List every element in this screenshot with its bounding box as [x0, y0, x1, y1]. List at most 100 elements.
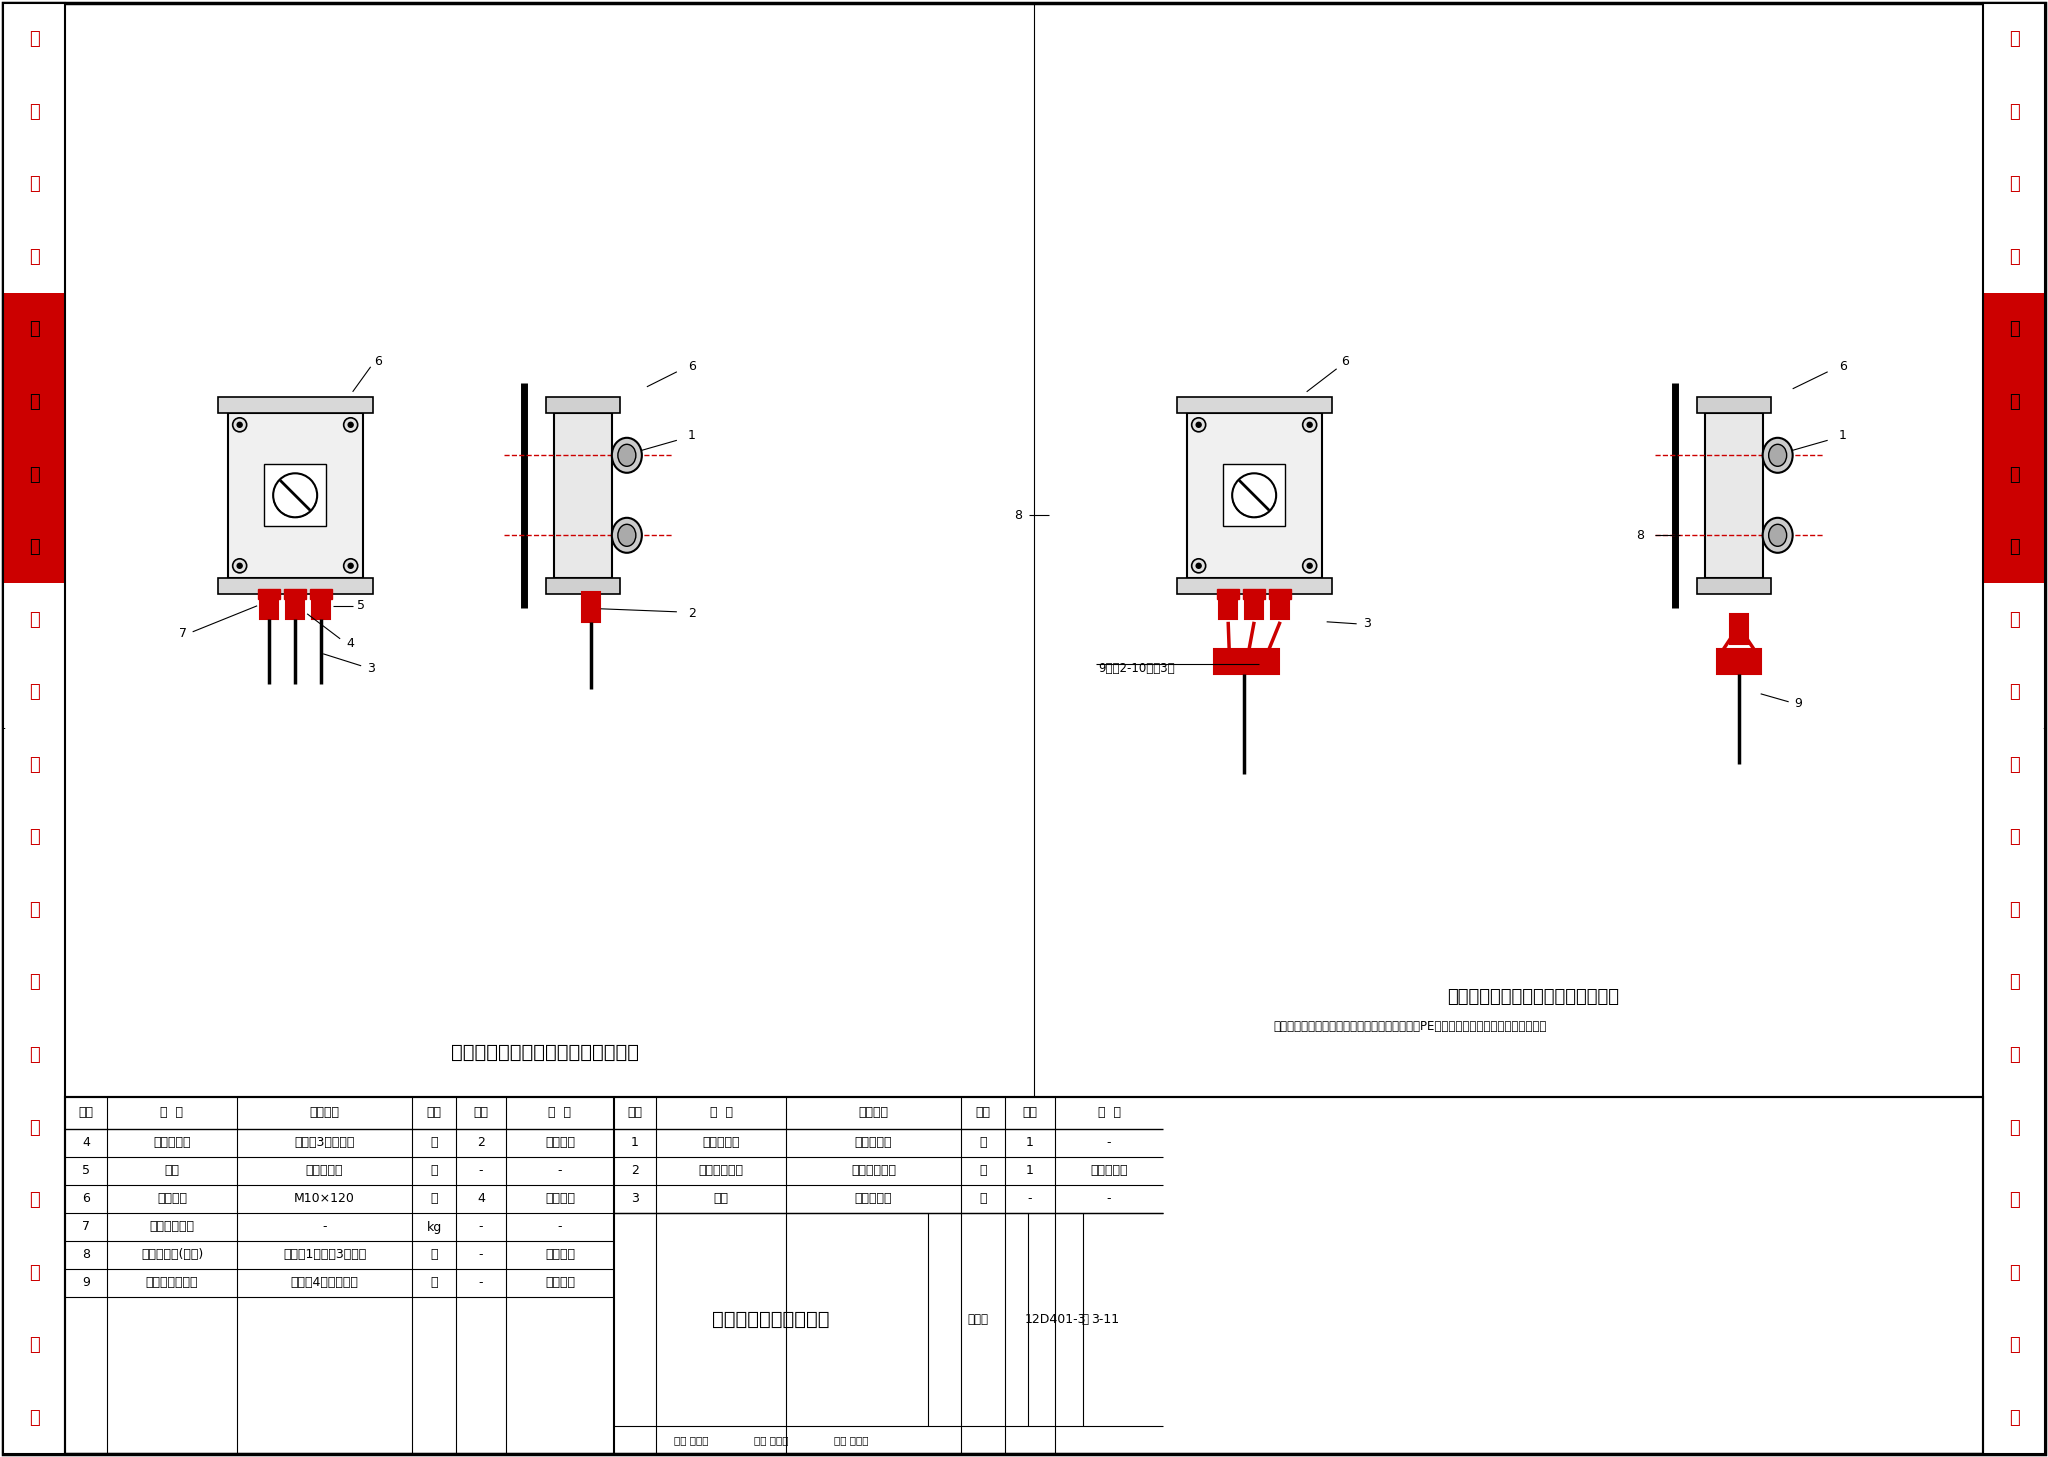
Text: 电: 电 — [2009, 973, 2019, 991]
Bar — [1982, 1018, 2046, 1091]
Ellipse shape — [1763, 437, 1792, 474]
Text: 技: 技 — [2009, 1190, 2019, 1209]
Bar — [1731, 613, 1747, 644]
Text: 9: 9 — [1794, 698, 1802, 711]
Text: 市售成品: 市售成品 — [545, 1136, 575, 1150]
Bar — [1696, 578, 1772, 594]
Text: 1: 1 — [688, 428, 696, 441]
Text: 2: 2 — [477, 1136, 485, 1150]
Circle shape — [344, 418, 358, 431]
Text: 5: 5 — [82, 1164, 90, 1177]
Text: 断路器配套: 断路器配套 — [1090, 1164, 1128, 1177]
Text: 防爆活接头(内外): 防爆活接头(内外) — [141, 1249, 203, 1262]
Text: -: - — [1106, 1136, 1112, 1150]
Bar — [553, 412, 612, 578]
Bar — [1270, 589, 1290, 599]
Bar — [2, 656, 66, 728]
Bar — [1982, 656, 2046, 728]
Bar — [1272, 590, 1288, 619]
Text: 料: 料 — [29, 1409, 39, 1426]
Bar — [1982, 511, 2046, 583]
Text: 离: 离 — [29, 103, 39, 121]
Bar — [1696, 396, 1772, 412]
Text: 1: 1 — [1026, 1136, 1034, 1150]
Bar — [1178, 396, 1331, 412]
Text: 套: 套 — [430, 1192, 438, 1205]
Text: 6: 6 — [82, 1192, 90, 1205]
Bar — [260, 590, 279, 619]
Bar — [2, 874, 66, 946]
Bar — [1982, 293, 2046, 366]
Text: 防爆隔离密封盒: 防爆隔离密封盒 — [145, 1276, 199, 1289]
Text: 弱: 弱 — [2009, 900, 2019, 919]
Text: 7: 7 — [178, 628, 186, 640]
Bar — [2, 220, 66, 293]
Text: 备: 备 — [2009, 538, 2019, 557]
Circle shape — [1233, 474, 1276, 517]
Bar — [264, 465, 326, 526]
Text: 钢管: 钢管 — [713, 1192, 729, 1205]
Bar — [2, 583, 66, 656]
Text: 编号: 编号 — [78, 1106, 94, 1119]
Text: 术: 术 — [29, 1263, 39, 1282]
Text: 套: 套 — [979, 1164, 987, 1177]
Text: -: - — [479, 1221, 483, 1234]
Text: 2: 2 — [688, 608, 696, 621]
Bar — [2, 946, 66, 1018]
Text: 1: 1 — [631, 1136, 639, 1150]
Bar — [1982, 801, 2046, 874]
Text: 防爆断路器在墙上安装（钢管布线）: 防爆断路器在墙上安装（钢管布线） — [1448, 988, 1620, 1005]
Circle shape — [1307, 564, 1313, 568]
Bar — [2, 1091, 66, 1164]
Bar — [1982, 149, 2046, 220]
Text: 见工程设计: 见工程设计 — [854, 1136, 893, 1150]
Text: -: - — [557, 1164, 563, 1177]
Bar — [227, 412, 362, 578]
Bar — [2, 511, 66, 583]
Text: 离: 离 — [2009, 103, 2019, 121]
Bar — [1982, 3, 2046, 76]
Text: 封: 封 — [2009, 248, 2019, 267]
Bar — [1243, 589, 1266, 599]
Ellipse shape — [1769, 444, 1786, 466]
Bar — [2, 801, 66, 874]
Ellipse shape — [612, 437, 641, 474]
Text: 灯: 灯 — [2009, 756, 2019, 774]
Bar — [2, 728, 66, 801]
Circle shape — [1307, 423, 1313, 427]
Text: M10×120: M10×120 — [295, 1192, 354, 1205]
Text: kg: kg — [426, 1221, 442, 1234]
Bar — [2, 1381, 66, 1454]
Circle shape — [272, 474, 317, 517]
Ellipse shape — [618, 444, 635, 466]
Text: 7: 7 — [82, 1221, 90, 1234]
Bar — [2, 366, 66, 439]
Text: 单位: 单位 — [426, 1106, 442, 1119]
Bar — [1704, 412, 1763, 578]
Text: 电缆密封接头: 电缆密封接头 — [698, 1164, 743, 1177]
Bar — [2, 76, 66, 149]
Bar — [217, 396, 373, 412]
Text: 根: 根 — [979, 1192, 987, 1205]
Bar — [1982, 76, 2046, 149]
Text: 1: 1 — [1839, 428, 1847, 441]
Text: 数量: 数量 — [1022, 1106, 1038, 1119]
Text: 3: 3 — [367, 663, 375, 675]
Text: 备: 备 — [2009, 1119, 2019, 1136]
Text: 防爆断路器: 防爆断路器 — [702, 1136, 739, 1150]
Ellipse shape — [618, 525, 635, 546]
Bar — [1982, 3, 2046, 1454]
Bar — [1982, 728, 2046, 801]
Text: 柔性有机填料: 柔性有机填料 — [150, 1221, 195, 1234]
Text: 膨胀螺栓: 膨胀螺栓 — [158, 1192, 186, 1205]
Text: 隔: 隔 — [29, 31, 39, 48]
Text: 动: 动 — [29, 321, 39, 338]
Text: 12D401-3: 12D401-3 — [1024, 1313, 1085, 1326]
Bar — [1982, 946, 2046, 1018]
Bar — [1217, 589, 1239, 599]
Circle shape — [348, 564, 352, 568]
Text: 3: 3 — [631, 1192, 639, 1205]
Text: 设: 设 — [29, 466, 39, 484]
Text: 6: 6 — [373, 356, 381, 369]
Text: 与编号4钢管相适应: 与编号4钢管相适应 — [291, 1276, 358, 1289]
